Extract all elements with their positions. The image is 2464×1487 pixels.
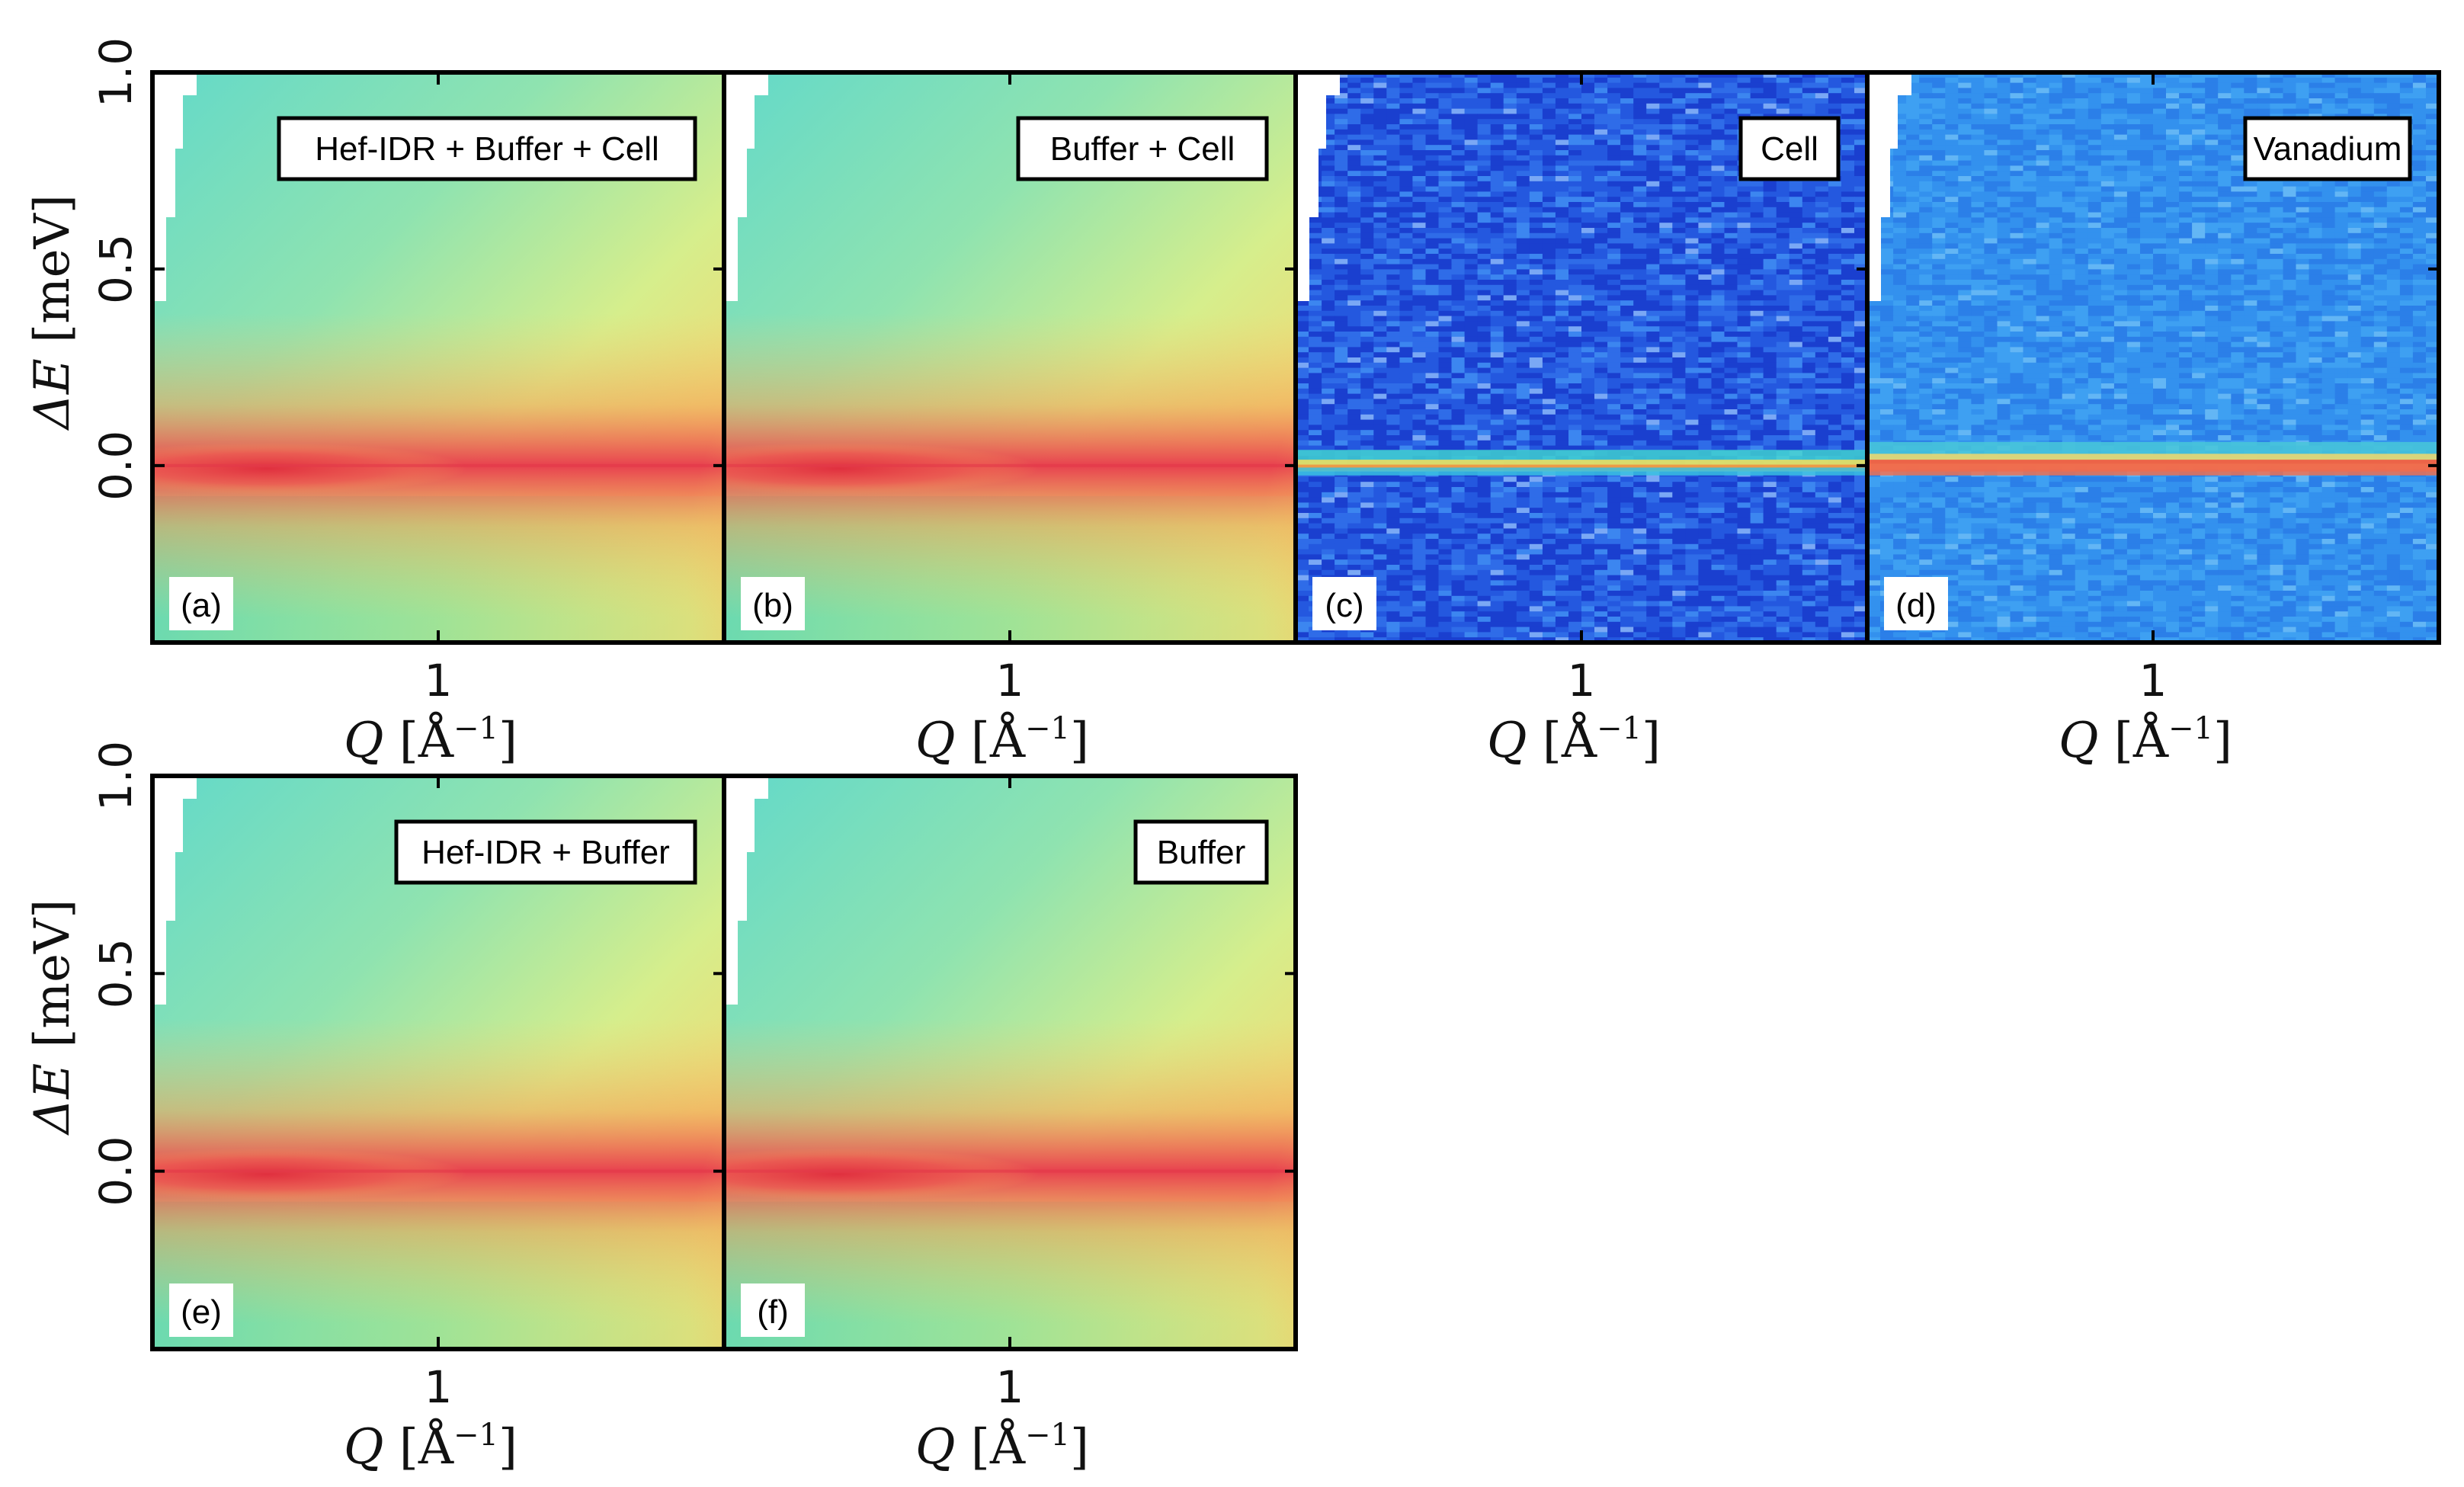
x-tick-label: 1 [1568,655,1596,707]
sample-label: Vanadium [2243,116,2412,181]
y-axis-title: ΔE [meV] [24,899,81,1136]
panel-f: 1Q [Å−1] Buffer (f) [722,774,1298,1476]
x-axis-unit: [Å [2114,712,2169,769]
x-axis-title: Q [Å−1] [915,1418,1089,1476]
x-axis-title: Q [Å−1] [915,711,1089,769]
x-axis-var: Q [344,1419,399,1476]
x-axis-var: Q [915,1419,971,1476]
heatmap-image [724,776,1296,1349]
x-axis-exponent: −1 [1025,711,1070,746]
y-tick-label: 0.0 [90,1136,142,1206]
x-axis-close: ] [498,713,517,769]
y-axis-var: ΔE [24,1048,81,1136]
x-axis-title: Q [Å−1] [344,711,517,769]
panel-letter-text: (a) [181,587,222,624]
y-tick-label: 0.5 [90,938,142,1008]
y-axis-var: ΔE [24,343,81,431]
x-axis-close: ] [498,1419,517,1476]
panel-letter: (b) [741,577,805,630]
panel-letter: (e) [169,1283,233,1337]
panel-a: 1Q [Å−1] 1.0 0.5 0.0ΔE [meV] Hef-IDR + Buffe… [24,37,726,769]
sample-label: Hef-IDR + Buffer [394,819,697,885]
sample-label-text: Cell [1761,130,1818,168]
panels: 1Q [Å−1]1.00.50.0ΔE [meV]Hef-IDR + Buffe… [24,37,2441,1476]
panel-letter: (c) [1312,577,1376,630]
x-axis-var: Q [2059,713,2114,769]
panel-letter: (d) [1884,577,1948,630]
x-tick-label: 1 [996,1361,1024,1413]
sample-label-text: Hef-IDR + Buffer [421,834,670,871]
x-axis-close: ] [1642,713,1661,769]
panel-c: 1Q [Å−1] Cell (c) [1293,70,1870,769]
x-axis-exponent: −1 [453,711,498,746]
x-tick-label: 1 [2139,655,2168,707]
x-axis-exponent: −1 [453,1418,498,1453]
x-axis-close: ] [1070,1419,1089,1476]
x-axis-unit: [Å [1543,712,1597,769]
heatmap-image [724,72,1296,643]
x-axis-title: Q [Å−1] [2059,711,2232,769]
sample-label-text: Hef-IDR + Buffer + Cell [315,130,659,168]
x-axis-var: Q [344,713,399,769]
x-tick-label: 1 [425,655,453,707]
y-axis-title: ΔE [meV] [24,194,81,431]
sample-label-text: Buffer [1157,834,1246,871]
sample-label-text: Buffer + Cell [1050,130,1235,168]
x-tick-label: 1 [425,1361,453,1413]
panel-letter-text: (f) [757,1293,789,1331]
x-axis-var: Q [915,713,971,769]
y-tick-label: 1.0 [90,741,142,811]
y-tick-label: 1.0 [90,37,142,107]
sample-label: Hef-IDR + Buffer + Cell [277,116,697,181]
y-axis-unit: [meV] [24,899,81,1048]
x-axis-close: ] [1070,713,1089,769]
x-tick-label: 1 [996,655,1024,707]
panel-d: 1Q [Å−1] Vanadium (d) [1865,70,2441,769]
x-axis-var: Q [1487,713,1543,769]
panel-letter-text: (c) [1325,587,1363,624]
x-axis-title: Q [Å−1] [1487,711,1661,769]
x-axis-title: Q [Å−1] [344,1418,517,1476]
panel-letter: (f) [741,1283,805,1337]
sample-label: Buffer [1133,819,1269,885]
heatmap-image [1296,72,1867,643]
x-axis-exponent: −1 [1025,1418,1070,1453]
panel-b: 1Q [Å−1] Buffer + Cell (b) [722,70,1298,769]
x-axis-close: ] [2213,713,2232,769]
panel-letter-text: (d) [1895,587,1937,624]
panel-letter-text: (b) [752,587,793,624]
x-axis-unit: [Å [399,1418,454,1476]
y-axis-unit: [meV] [24,194,81,343]
x-axis-exponent: −1 [1597,711,1642,746]
panel-e: 1Q [Å−1] 1.0 0.5 0.0ΔE [meV] Hef-IDR + Buffe… [24,741,726,1476]
x-axis-unit: [Å [971,712,1026,769]
x-axis-unit: [Å [971,1418,1026,1476]
x-axis-unit: [Å [399,712,454,769]
y-tick-label: 0.5 [90,234,142,304]
panel-letter: (a) [169,577,233,630]
sample-label: Buffer + Cell [1016,116,1269,181]
y-tick-label: 0.0 [90,431,142,501]
x-axis-exponent: −1 [2168,711,2213,746]
panel-letter-text: (e) [181,1293,222,1331]
sample-label-text: Vanadium [2254,130,2402,168]
sample-label: Cell [1738,116,1841,181]
